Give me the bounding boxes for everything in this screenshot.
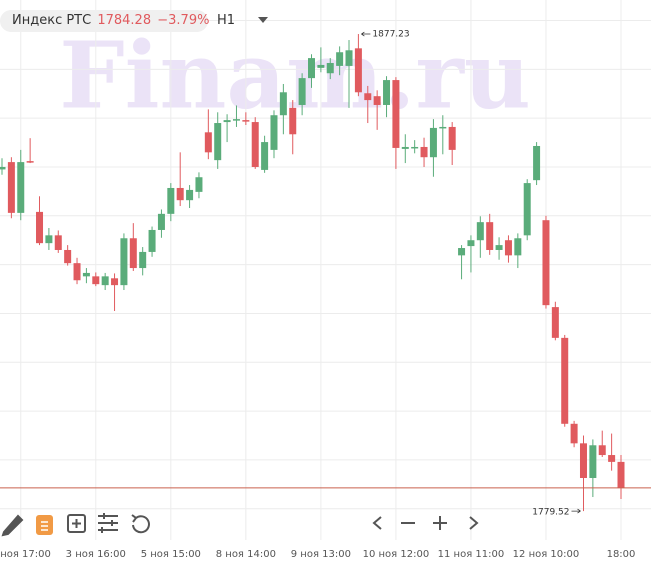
candle-body bbox=[167, 187, 175, 214]
scroll-right[interactable] bbox=[469, 516, 479, 530]
candle-body bbox=[36, 211, 44, 244]
candle-body bbox=[26, 161, 34, 163]
candle-body bbox=[251, 122, 259, 167]
max-arrow bbox=[361, 31, 371, 37]
candle-body bbox=[336, 52, 344, 66]
candle-body bbox=[157, 213, 165, 230]
candle-body bbox=[111, 278, 119, 286]
candle-body bbox=[476, 222, 484, 241]
zoom-in[interactable] bbox=[433, 516, 447, 530]
candle-body bbox=[0, 166, 6, 170]
candle-body bbox=[176, 187, 184, 201]
last-price: 1784.28 bbox=[97, 13, 152, 28]
instrument-name: Индекс РТС bbox=[12, 13, 92, 28]
candle-body bbox=[354, 48, 362, 93]
change: −3.79% bbox=[157, 13, 210, 28]
candle-body bbox=[223, 120, 231, 123]
x-tick-label: 11 ноя 11:00 bbox=[438, 549, 505, 560]
candle-body bbox=[148, 229, 156, 252]
candle-body bbox=[589, 445, 597, 478]
candle-body bbox=[279, 92, 287, 116]
dropdown-arrow bbox=[258, 17, 269, 23]
candle-body bbox=[186, 189, 194, 201]
candle-body bbox=[523, 183, 531, 236]
candle-body bbox=[326, 62, 334, 74]
instrument-pill[interactable]: Индекс РТС 1784.28 −3.79% bbox=[0, 10, 210, 32]
scroll-left[interactable] bbox=[372, 516, 382, 530]
candle-body bbox=[82, 272, 90, 277]
candle-body bbox=[364, 93, 372, 101]
candle-body bbox=[570, 423, 578, 444]
min-arrow bbox=[571, 508, 581, 514]
candle-body bbox=[54, 235, 62, 250]
x-tick-label: 8 ноя 14:00 bbox=[216, 549, 276, 560]
x-tick-label: 3 ноя 16:00 bbox=[66, 549, 126, 560]
candle-body bbox=[420, 146, 428, 158]
candle-body bbox=[308, 58, 315, 79]
reset[interactable] bbox=[131, 514, 150, 534]
x-tick-label: 12 ноя 10:00 bbox=[513, 549, 580, 560]
x-tick-label: 2 ноя 17:00 bbox=[0, 549, 51, 560]
candle-body bbox=[439, 126, 447, 129]
draw-tool[interactable] bbox=[1, 514, 24, 537]
min-label: 1779.52 bbox=[532, 508, 569, 518]
candle-body bbox=[7, 162, 15, 213]
candle-body bbox=[561, 337, 569, 424]
candle-body bbox=[101, 276, 109, 286]
candle-body bbox=[551, 307, 559, 338]
candle-body bbox=[214, 123, 222, 161]
candle-body bbox=[232, 119, 240, 121]
candle-body bbox=[120, 238, 128, 286]
x-tick-label: 18:00 bbox=[607, 549, 636, 560]
toolbar bbox=[1, 513, 479, 537]
candle-body bbox=[261, 142, 269, 170]
candle-body bbox=[204, 132, 212, 153]
candle-body bbox=[448, 126, 456, 150]
x-tick-label: 5 ноя 15:00 bbox=[141, 549, 201, 560]
candle-body bbox=[73, 263, 81, 281]
candle-body bbox=[401, 146, 409, 149]
candle-body bbox=[317, 64, 325, 68]
candle-body bbox=[495, 245, 503, 250]
candle-body bbox=[467, 240, 475, 247]
add-indicator[interactable] bbox=[67, 514, 86, 533]
candle-body bbox=[392, 80, 400, 148]
candle-body bbox=[45, 235, 53, 244]
candle-body bbox=[195, 177, 203, 192]
candle-body bbox=[542, 220, 550, 306]
x-tick-label: 9 ноя 13:00 bbox=[291, 549, 351, 560]
candle-body bbox=[17, 162, 25, 213]
candle-body bbox=[345, 50, 353, 66]
candle-body bbox=[270, 115, 278, 150]
candle-body bbox=[64, 249, 72, 264]
max-label: 1877.23 bbox=[372, 30, 409, 40]
candle-body bbox=[533, 145, 541, 181]
candle-body bbox=[458, 248, 466, 256]
candle-body bbox=[129, 238, 137, 269]
candle-body bbox=[617, 461, 625, 488]
candle-body bbox=[486, 222, 494, 250]
interval: H1 bbox=[217, 13, 236, 28]
candle-body bbox=[411, 146, 419, 149]
candle-body bbox=[504, 240, 512, 256]
candle-body bbox=[373, 96, 381, 105]
candle-body bbox=[242, 120, 250, 122]
candle-body bbox=[579, 443, 587, 478]
notes-tool[interactable] bbox=[36, 515, 53, 535]
interval-select[interactable]: H1 bbox=[217, 10, 269, 32]
candle-body bbox=[608, 455, 616, 462]
candle-body bbox=[514, 238, 522, 256]
candle-body bbox=[139, 251, 147, 269]
candle-body bbox=[289, 107, 297, 135]
candle-body bbox=[92, 276, 100, 285]
candle-body bbox=[429, 127, 437, 158]
candle-body bbox=[598, 445, 606, 456]
candle-body bbox=[298, 78, 306, 105]
candle-body bbox=[383, 80, 391, 105]
settings[interactable] bbox=[98, 513, 118, 533]
x-tick-label: 10 ноя 12:00 bbox=[363, 549, 430, 560]
